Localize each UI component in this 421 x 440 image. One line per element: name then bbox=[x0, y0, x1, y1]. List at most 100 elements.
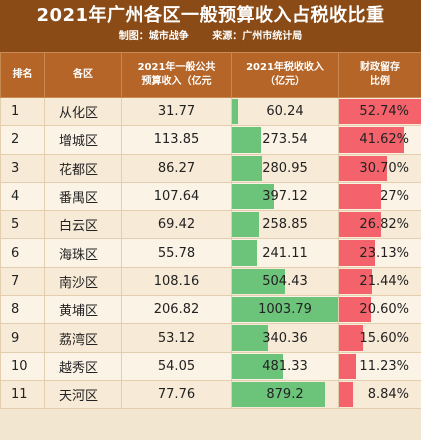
budget-cell: 77.76 bbox=[121, 379, 232, 410]
share-bar bbox=[339, 381, 353, 408]
district-cell: 白云区 bbox=[44, 210, 122, 240]
budget-cell: 107.64 bbox=[121, 181, 232, 212]
table-row: 8 黄埔区 206.82 1003.79 20.60% bbox=[0, 295, 421, 325]
col-header-share-label: 财政留存 比例 bbox=[360, 62, 400, 87]
tax-value: 879.2 bbox=[266, 387, 304, 403]
col-header-district-label: 各区 bbox=[73, 69, 93, 80]
district-cell: 天河区 bbox=[44, 379, 122, 410]
tax-cell: 258.85 bbox=[231, 210, 339, 240]
share-value: 21.44% bbox=[359, 273, 409, 289]
tax-bar bbox=[232, 297, 338, 323]
district-cell: 海珠区 bbox=[44, 238, 122, 268]
tax-bar bbox=[232, 268, 286, 295]
table-row: 9 荔湾区 53.12 340.36 15.60% bbox=[0, 323, 421, 353]
tax-cell: 481.33 bbox=[231, 351, 339, 381]
share-cell: 8.84% bbox=[338, 379, 421, 410]
district-cell: 花都区 bbox=[44, 153, 122, 183]
tax-value: 280.95 bbox=[262, 160, 308, 176]
budget-cell: 206.82 bbox=[121, 295, 232, 325]
table-row: 2 增城区 113.85 273.54 41.62% bbox=[0, 125, 421, 155]
rank-cell: 3 bbox=[0, 153, 45, 183]
rank-cell: 4 bbox=[0, 181, 45, 212]
tax-cell: 879.2 bbox=[231, 379, 339, 410]
tax-bar bbox=[232, 127, 261, 153]
district-cell: 从化区 bbox=[44, 96, 122, 127]
tax-value: 258.85 bbox=[262, 217, 308, 233]
tax-value: 60.24 bbox=[266, 104, 304, 120]
tax-bar bbox=[232, 183, 274, 210]
tax-value: 481.33 bbox=[262, 358, 308, 374]
share-bar bbox=[339, 183, 381, 210]
tax-bar bbox=[232, 155, 262, 181]
share-value: 23.13% bbox=[359, 245, 409, 261]
tax-value: 273.54 bbox=[262, 132, 308, 148]
share-value: 11.23% bbox=[359, 358, 409, 374]
tax-cell: 340.36 bbox=[231, 323, 339, 353]
share-bar bbox=[339, 297, 372, 323]
budget-cell: 86.27 bbox=[121, 153, 232, 183]
share-cell: 11.23% bbox=[338, 351, 421, 381]
share-value: 52.74% bbox=[359, 104, 409, 120]
tax-bar bbox=[232, 381, 325, 408]
tax-bar bbox=[232, 325, 268, 351]
report-subtitle: 制图：城市战争 来源：广州市统计局 bbox=[0, 29, 421, 45]
col-header-district: 各区 bbox=[44, 52, 122, 98]
share-cell: 23.13% bbox=[338, 238, 421, 268]
table-row: 10 越秀区 54.05 481.33 11.23% bbox=[0, 351, 421, 381]
rank-cell: 9 bbox=[0, 323, 45, 353]
rank-cell: 7 bbox=[0, 266, 45, 297]
share-cell: 52.74% bbox=[338, 96, 421, 127]
col-header-rank: 排名 bbox=[0, 52, 45, 98]
tax-value: 504.43 bbox=[262, 273, 308, 289]
district-cell: 增城区 bbox=[44, 125, 122, 155]
tax-value: 340.36 bbox=[262, 330, 308, 346]
col-header-rank-label: 排名 bbox=[12, 69, 33, 80]
ranking-table: 排名 各区 2021年一般公共 预算收入（亿元 2021年税收收入 （亿元） 财政留… bbox=[0, 52, 421, 410]
col-header-share: 财政留存 比例 bbox=[338, 52, 421, 98]
share-bar bbox=[339, 240, 375, 266]
table-row: 1 从化区 31.77 60.24 52.74% bbox=[0, 96, 421, 127]
budget-cell: 54.05 bbox=[121, 351, 232, 381]
table-body: 1 从化区 31.77 60.24 52.74% 2 增城区 113.85 273.54 41.6… bbox=[0, 96, 421, 410]
budget-cell: 113.85 bbox=[121, 125, 232, 155]
share-value: 8.84% bbox=[367, 387, 409, 403]
tax-value: 1003.79 bbox=[258, 302, 312, 318]
tax-cell: 397.12 bbox=[231, 181, 339, 212]
tax-cell: 60.24 bbox=[231, 96, 339, 127]
tax-bar bbox=[232, 353, 283, 379]
share-value: 15.60% bbox=[359, 330, 409, 346]
share-value: 20.60% bbox=[359, 302, 409, 318]
share-bar bbox=[339, 268, 373, 295]
share-bar bbox=[339, 325, 364, 351]
tax-bar bbox=[232, 212, 260, 238]
table-row: 5 白云区 69.42 258.85 26.82% bbox=[0, 210, 421, 240]
budget-cell: 53.12 bbox=[121, 323, 232, 353]
table-row: 6 海珠区 55.78 241.11 23.13% bbox=[0, 238, 421, 268]
district-cell: 荔湾区 bbox=[44, 323, 122, 353]
share-bar bbox=[339, 212, 381, 238]
rank-cell: 1 bbox=[0, 96, 45, 127]
tax-cell: 280.95 bbox=[231, 153, 339, 183]
rank-cell: 8 bbox=[0, 295, 45, 325]
share-cell: 41.62% bbox=[338, 125, 421, 155]
tax-value: 241.11 bbox=[262, 245, 308, 261]
budget-cell: 69.42 bbox=[121, 210, 232, 240]
share-cell: 30.70% bbox=[338, 153, 421, 183]
share-bar bbox=[339, 353, 357, 379]
share-value: 30.70% bbox=[359, 160, 409, 176]
rank-cell: 6 bbox=[0, 238, 45, 268]
share-bar bbox=[339, 99, 421, 125]
district-cell: 黄埔区 bbox=[44, 295, 122, 325]
table-row: 7 南沙区 108.16 504.43 21.44% bbox=[0, 266, 421, 297]
tax-cell: 241.11 bbox=[231, 238, 339, 268]
data-source: 来源：广州市统计局 bbox=[212, 31, 303, 42]
share-cell: 20.60% bbox=[338, 295, 421, 325]
tax-bar bbox=[232, 240, 258, 266]
tax-cell: 504.43 bbox=[231, 266, 339, 297]
table-row: 4 番禺区 107.64 397.12 27% bbox=[0, 181, 421, 212]
budget-cell: 55.78 bbox=[121, 238, 232, 268]
share-value: 26.82% bbox=[359, 217, 409, 233]
rank-cell: 5 bbox=[0, 210, 45, 240]
tax-value: 397.12 bbox=[262, 189, 308, 205]
rank-cell: 10 bbox=[0, 351, 45, 381]
